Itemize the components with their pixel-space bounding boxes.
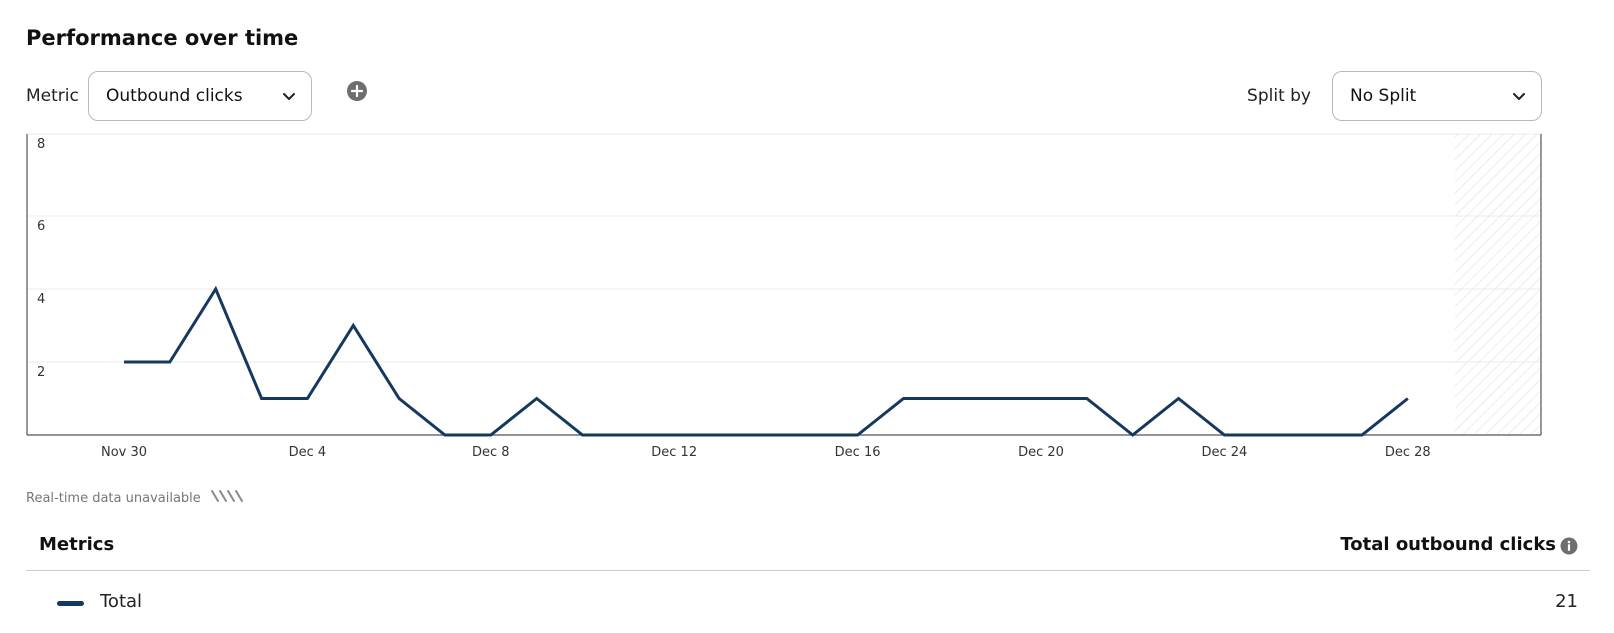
- y-tick-label: 2: [37, 365, 45, 380]
- y-tick-label: 6: [37, 219, 45, 234]
- x-tick-label: Dec 20: [1018, 445, 1064, 460]
- hatch-legend-icon: [211, 490, 243, 502]
- info-icon[interactable]: [1560, 537, 1578, 555]
- x-tick-label: Dec 4: [289, 445, 327, 460]
- table-row: Total 21: [26, 571, 1590, 621]
- split-by-select[interactable]: No Split: [1332, 71, 1542, 121]
- page-title: Performance over time: [26, 26, 299, 50]
- y-tick-label: 8: [37, 137, 45, 152]
- row-value: 21: [1555, 591, 1578, 612]
- line-chart-svg: 2 4 6 8 Nov 30 Dec 4 Dec 8 Dec 12 Dec 16 Dec 20 De…: [26, 133, 1542, 460]
- row-label: Total: [100, 591, 143, 612]
- chevron-down-icon: [283, 93, 295, 100]
- add-metric-button[interactable]: [346, 80, 368, 102]
- x-tick-label: Dec 8: [472, 445, 510, 460]
- metric-select[interactable]: Outbound clicks: [88, 71, 312, 121]
- metrics-table: Metrics Total outbound clicks Total 21: [26, 520, 1590, 621]
- series-color-swatch: [57, 601, 84, 606]
- chevron-down-icon: [1513, 93, 1525, 100]
- x-tick-label: Dec 24: [1201, 445, 1247, 460]
- x-tick-label: Dec 12: [651, 445, 697, 460]
- chart-controls: Metric Outbound clicks Split by No Split: [26, 71, 1542, 123]
- total-outbound-clicks-column-header: Total outbound clicks: [1340, 534, 1556, 555]
- metric-select-value: Outbound clicks: [106, 86, 243, 106]
- realtime-unavailable-note: Real-time data unavailable: [26, 491, 201, 506]
- realtime-unavailable-region: [1455, 134, 1541, 435]
- y-tick-label: 4: [37, 292, 45, 307]
- metrics-column-header: Metrics: [39, 534, 115, 555]
- metric-label: Metric: [26, 86, 79, 106]
- x-tick-label: Dec 16: [835, 445, 881, 460]
- split-by-label: Split by: [1247, 86, 1311, 106]
- x-tick-label: Dec 28: [1385, 445, 1431, 460]
- split-by-select-value: No Split: [1350, 86, 1417, 106]
- x-tick-label: Nov 30: [101, 445, 147, 460]
- metrics-table-header: Metrics Total outbound clicks: [26, 520, 1590, 571]
- performance-line-chart: 2 4 6 8 Nov 30 Dec 4 Dec 8 Dec 12 Dec 16 Dec 20 De…: [0, 132, 1614, 482]
